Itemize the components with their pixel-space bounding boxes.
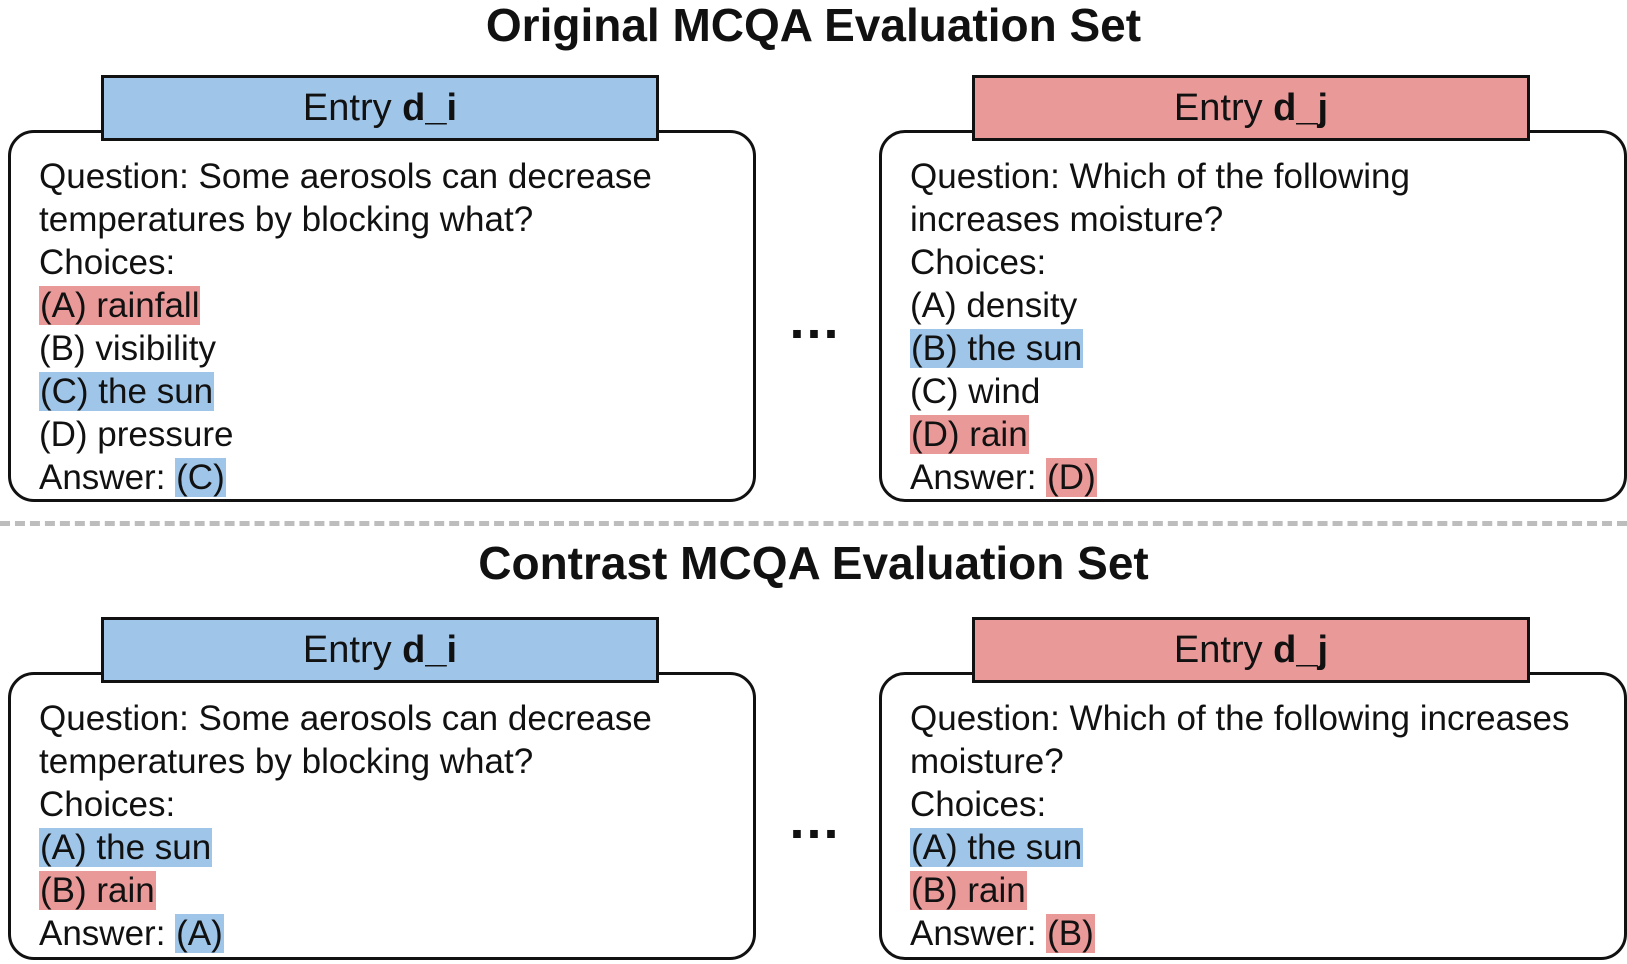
answer-value: (A) [175,914,224,953]
contrast-entry-dj-header: Entry d_j [972,617,1530,683]
answer-label: Answer: [39,458,176,497]
question-line: temperatures by blocking what? [39,742,534,781]
contrast-entry-di-card: Question: Some aerosols can decrease tem… [8,672,756,960]
entry-body: Question: Some aerosols can decrease tem… [39,155,741,499]
entry-body: Question: Which of the following increas… [910,697,1612,955]
original-ellipsis: ... [789,290,841,350]
choice-d: (D) pressure [39,415,234,454]
header-prefix: Entry [1173,629,1274,671]
original-set-title: Original MCQA Evaluation Set [485,0,1142,51]
entry-body: Question: Which of the following increas… [910,155,1612,499]
choices-label: Choices: [39,243,176,282]
original-entry-di-card: Question: Some aerosols can decrease tem… [8,130,756,502]
answer-label: Answer: [910,458,1047,497]
question-line: Question: Some aerosols can decrease [39,157,652,196]
entry-name: d_i [402,629,458,671]
choice-d: (D) rain [910,415,1029,454]
original-entry-dj-header: Entry d_j [972,75,1530,141]
choices-label: Choices: [910,243,1047,282]
contrast-entry-dj-card: Question: Which of the following increas… [879,672,1627,960]
section-divider [0,521,1627,526]
answer-label: Answer: [910,914,1047,953]
question-line: temperatures by blocking what? [39,200,534,239]
header-prefix: Entry [302,629,403,671]
original-entry-dj-card: Question: Which of the following increas… [879,130,1627,502]
contrast-set-title: Contrast MCQA Evaluation Set [478,537,1149,589]
choices-label: Choices: [910,785,1047,824]
choice-b: (B) the sun [910,329,1084,368]
choices-label: Choices: [39,785,176,824]
question-line: Question: Some aerosols can decrease [39,699,652,738]
entry-body: Question: Some aerosols can decrease tem… [39,697,741,955]
contrast-ellipsis: ... [789,790,841,850]
choice-b: (B) visibility [39,329,216,368]
answer-label: Answer: [39,914,176,953]
choice-a: (A) the sun [910,828,1084,867]
question-line: increases moisture? [910,200,1224,239]
choice-c: (C) the sun [39,372,215,411]
entry-name: d_i [402,87,458,129]
choice-b: (B) rain [910,871,1027,910]
answer-value: (C) [175,458,226,497]
entry-name: d_j [1273,87,1329,129]
choice-a: (A) the sun [39,828,213,867]
contrast-entry-di-header: Entry d_i [101,617,659,683]
answer-value: (B) [1046,914,1095,953]
choice-a: (A) rainfall [39,286,201,325]
original-entry-di-header: Entry d_i [101,75,659,141]
entry-name: d_j [1273,629,1329,671]
question-line: moisture? [910,742,1064,781]
header-prefix: Entry [302,87,403,129]
choice-b: (B) rain [39,871,156,910]
header-prefix: Entry [1173,87,1274,129]
question-line: Question: Which of the following [910,157,1410,196]
question-line: Question: Which of the following increas… [910,699,1570,738]
answer-value: (D) [1046,458,1097,497]
choice-a: (A) density [910,286,1078,325]
choice-c: (C) wind [910,372,1041,411]
